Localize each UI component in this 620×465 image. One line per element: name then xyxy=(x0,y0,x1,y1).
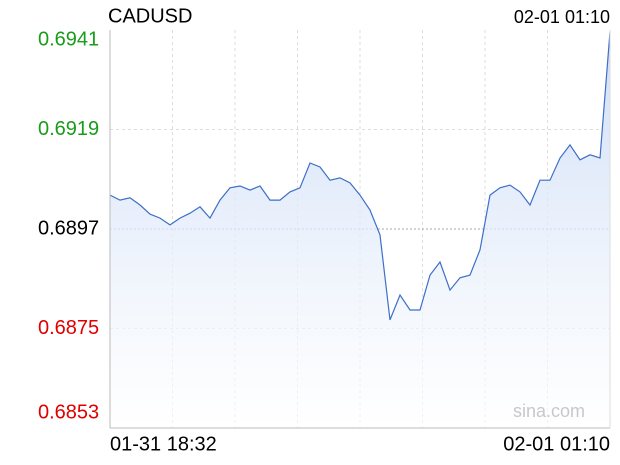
y-tick-label: 0.6853 xyxy=(38,401,99,423)
y-tick-label: 0.6875 xyxy=(38,317,99,339)
chart-title: CADUSD xyxy=(108,5,192,27)
watermark: sina.com xyxy=(513,401,585,421)
x-start-label: 01-31 18:32 xyxy=(110,433,217,455)
area xyxy=(110,31,610,429)
timestamp: 02-01 01:10 xyxy=(514,7,610,27)
line xyxy=(109,31,611,321)
y-tick-label: 0.6941 xyxy=(38,28,99,50)
y-tick-label: 0.6897 xyxy=(38,217,99,239)
y-tick-label: 0.6919 xyxy=(38,118,99,140)
x-end-label: 02-01 01:10 xyxy=(503,433,610,455)
